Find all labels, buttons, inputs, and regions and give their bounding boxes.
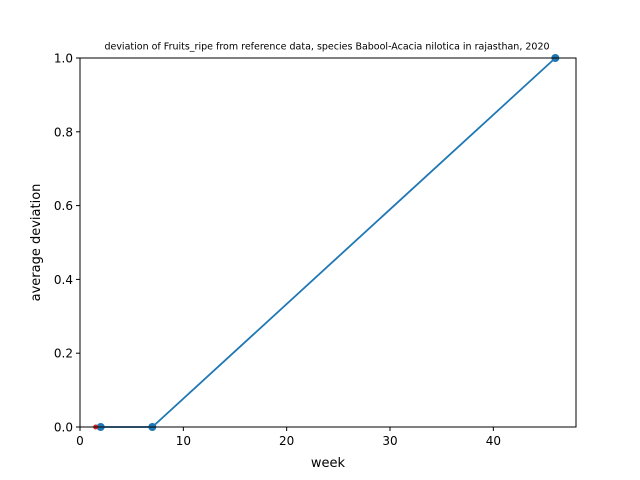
chart-title: deviation of Fruits_ripe from reference …	[104, 42, 549, 53]
plot-area	[93, 54, 560, 431]
plot-frame	[79, 57, 577, 428]
x-axis-label: week	[311, 456, 346, 471]
x-tick-label: 30	[382, 434, 397, 448]
y-tick-label: 0.2	[54, 347, 73, 361]
y-tick-label: 1.0	[54, 52, 73, 66]
x-tick-label: 40	[486, 434, 501, 448]
y-tick-label: 0.0	[54, 421, 73, 435]
y-axis-label: average deviation	[29, 184, 44, 302]
y-tick-label: 0.4	[54, 273, 73, 287]
y-tick-label: 0.6	[54, 199, 73, 213]
x-tick-label: 10	[176, 434, 191, 448]
axis-ticks: 0 10 20 30 40 0.0 0.2 0.4 0.6 0.8 1.0	[54, 52, 501, 449]
series-line	[100, 57, 556, 428]
x-tick-label: 20	[279, 434, 294, 448]
x-tick-label: 0	[76, 434, 84, 448]
y-tick-label: 0.8	[54, 125, 73, 139]
